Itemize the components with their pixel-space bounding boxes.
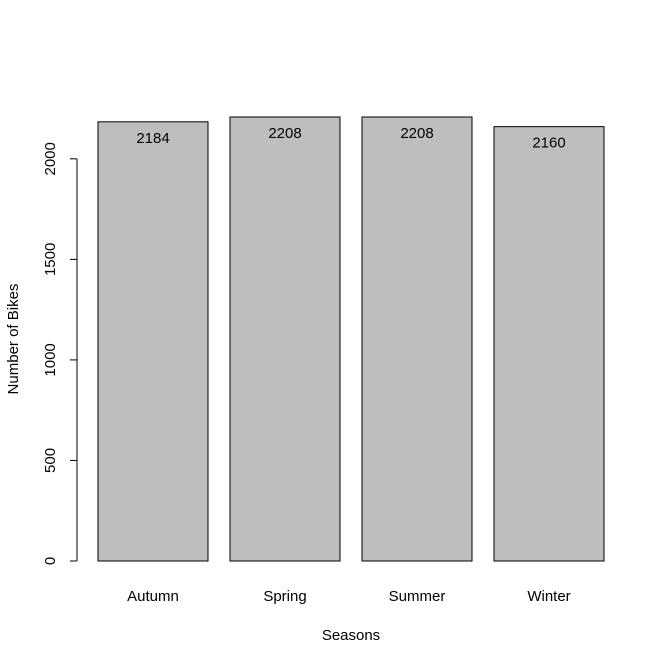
y-tick-label: 2000 [42,142,59,175]
bar-value-label: 2184 [136,130,169,147]
y-tick-label: 500 [42,448,59,473]
y-tick-label: 1500 [42,243,59,276]
bars: 2184 2208 2208 2160 [97,116,605,562]
y-axis-title: Number of Bikes [5,284,22,395]
bar-spring [229,116,341,562]
x-axis-title: Seasons [322,627,380,644]
bar-value-label: 2160 [532,135,565,152]
bar-summer [361,116,473,562]
y-tick-label: 1000 [42,343,59,376]
x-category-label: Winter [527,588,570,605]
y-tick-label: 0 [42,557,59,565]
x-axis-labels: Autumn Spring Summer Winter [127,588,571,605]
bar-value-label: 2208 [268,125,301,142]
bar-value-label: 2208 [400,125,433,142]
x-category-label: Autumn [127,588,179,605]
bar-autumn [97,121,209,562]
y-axis: 0 500 1000 1500 2000 [42,142,78,565]
x-category-label: Summer [389,588,446,605]
bar-winter [493,126,605,562]
x-category-label: Spring [263,588,306,605]
